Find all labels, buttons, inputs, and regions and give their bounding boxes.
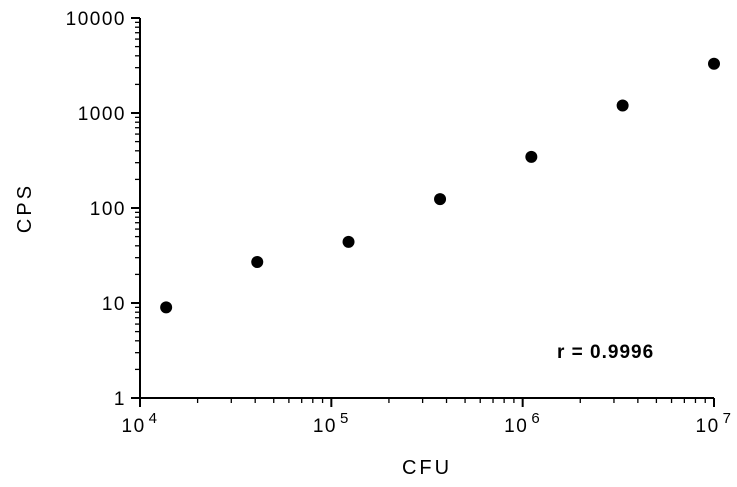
x-tick-label: 10 4 <box>122 410 159 437</box>
x-tick-label: 10 7 <box>696 410 733 437</box>
x-tick-label: 10 5 <box>313 410 350 437</box>
y-tick-label: 1 <box>114 389 126 410</box>
x-axis: 10 4 10 5 10 6 10 7 <box>122 397 733 437</box>
y-tick-label: 100 <box>90 199 126 220</box>
x-axis-title: CFU <box>402 457 452 479</box>
data-point <box>434 193 447 206</box>
y-axis-title: CPS <box>14 183 36 233</box>
correlation-annotation: r = 0.9996 <box>557 342 654 363</box>
data-point <box>525 150 538 163</box>
data-point <box>708 57 720 70</box>
x-tick-label: 10 6 <box>504 410 541 437</box>
y-tick-label: 10 <box>102 294 126 315</box>
data-point <box>160 301 173 314</box>
data-point <box>342 235 355 248</box>
y-tick-label: 10000 <box>66 9 126 30</box>
y-tick-label: 1000 <box>78 104 126 125</box>
data-point <box>251 256 264 269</box>
data-point <box>616 99 629 112</box>
data-points <box>160 57 720 314</box>
y-axis: 1 10 100 1000 10000 <box>66 9 141 410</box>
